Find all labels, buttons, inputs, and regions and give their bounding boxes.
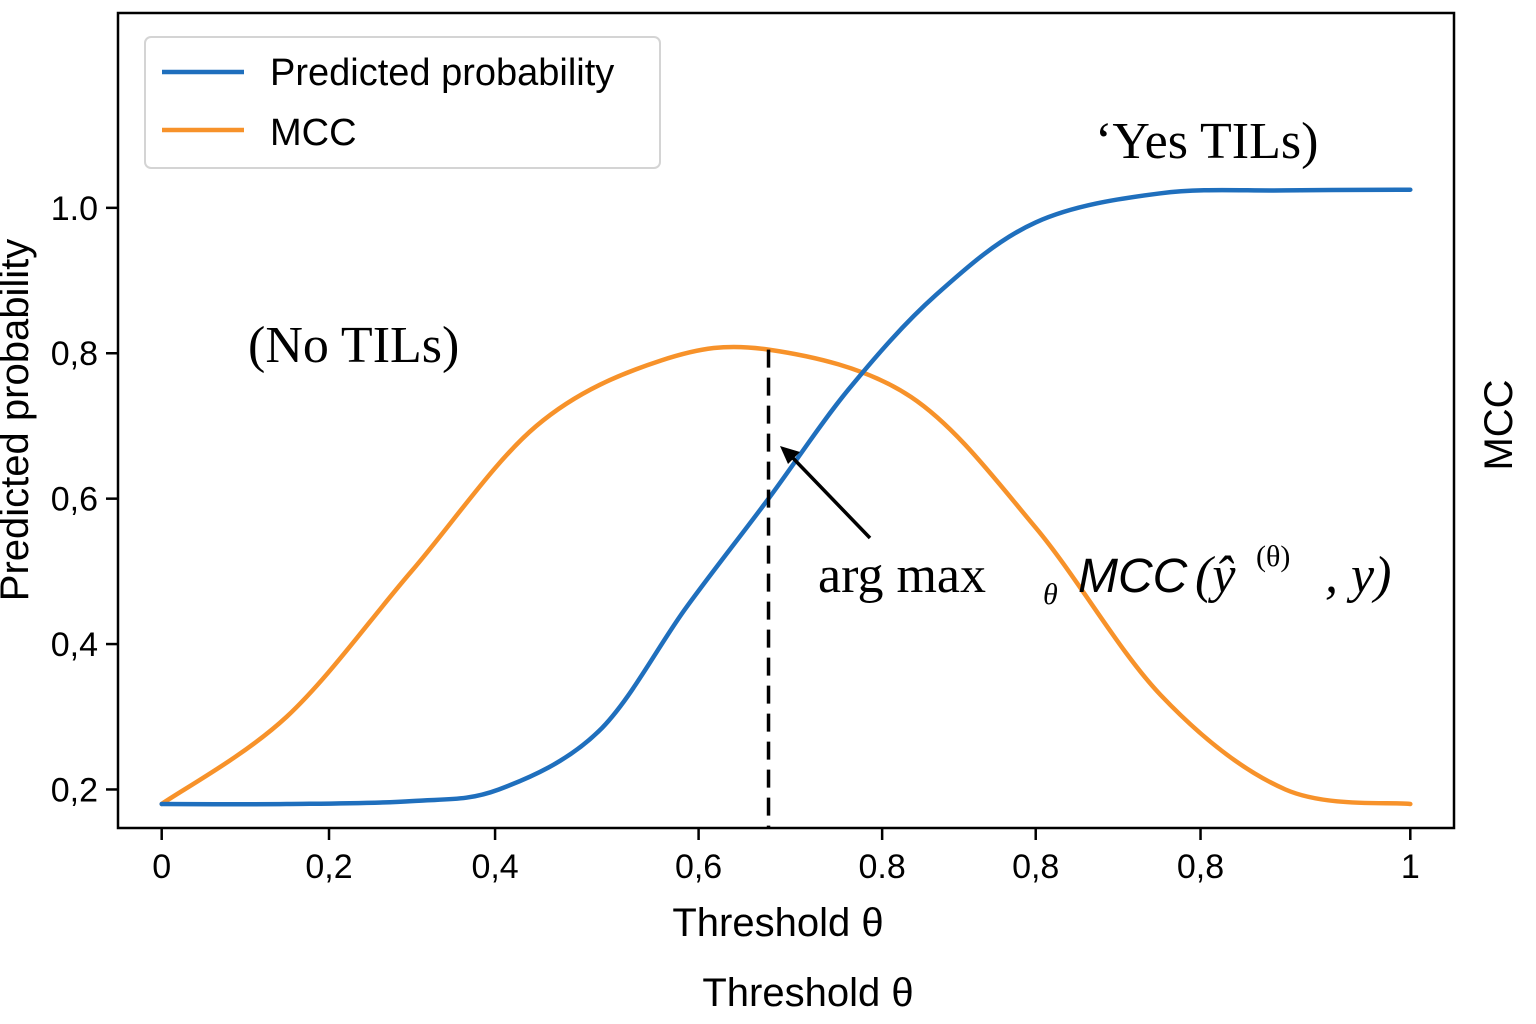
argmax-superscript: (θ) [1256, 540, 1290, 573]
y-axis: 0,2 0,4 0,6 0,8 1.0 [51, 190, 118, 809]
plot-frame [116, 11, 1456, 830]
argmax-arguments: (ŷ [1195, 547, 1236, 604]
legend: Predicted probability MCC [144, 36, 661, 169]
y-axis-title-right: MCC [1477, 379, 1521, 470]
x-tick-label: 1 [1401, 848, 1420, 886]
x-tick-label: 0 [152, 848, 171, 886]
legend-label-predicted-probability: Predicted probability [270, 52, 614, 94]
argmax-tail: , y) [1325, 547, 1391, 604]
y-tick-label: 0,2 [51, 771, 98, 809]
x-tick-label: 0,4 [471, 848, 518, 886]
x-tick-label: 0,2 [305, 848, 352, 886]
argmax-subscript: θ [1043, 578, 1058, 611]
x-tick-label: 0,8 [1012, 848, 1059, 886]
x-axis: 0 0,2 0,4 0,6 0.8 0,8 0,8 1 [152, 828, 1420, 886]
series-line-predicted-probability [159, 187, 1413, 807]
argmax-function: MCC [1078, 550, 1188, 603]
x-axis-title: Threshold θ [672, 901, 883, 945]
series-line-mcc [159, 344, 1413, 807]
argmax-arrow [780, 446, 872, 540]
annotation-no-tils: (No TILs) [248, 317, 459, 374]
x-tick-label: 0,6 [675, 848, 722, 886]
argmax-text: arg max [818, 547, 986, 604]
legend-label-mcc: MCC [270, 112, 357, 154]
x-tick-label: 0.8 [859, 848, 906, 886]
y-axis-title: Predicted probability [0, 239, 37, 601]
annotation-yes-tils: ‘Yes TILs) [1095, 113, 1318, 170]
annotation-argmax: arg max θ MCC (ŷ (θ) , y) [818, 540, 1391, 611]
x-axis-title-secondary: Threshold θ [702, 971, 913, 1015]
y-tick-label: 0,6 [51, 481, 98, 519]
y-tick-label: 0,8 [51, 335, 98, 373]
x-tick-label: 0,8 [1177, 848, 1224, 886]
y-tick-label: 1.0 [51, 190, 98, 228]
y-tick-label: 0,4 [51, 626, 98, 664]
legend-box [144, 36, 661, 169]
